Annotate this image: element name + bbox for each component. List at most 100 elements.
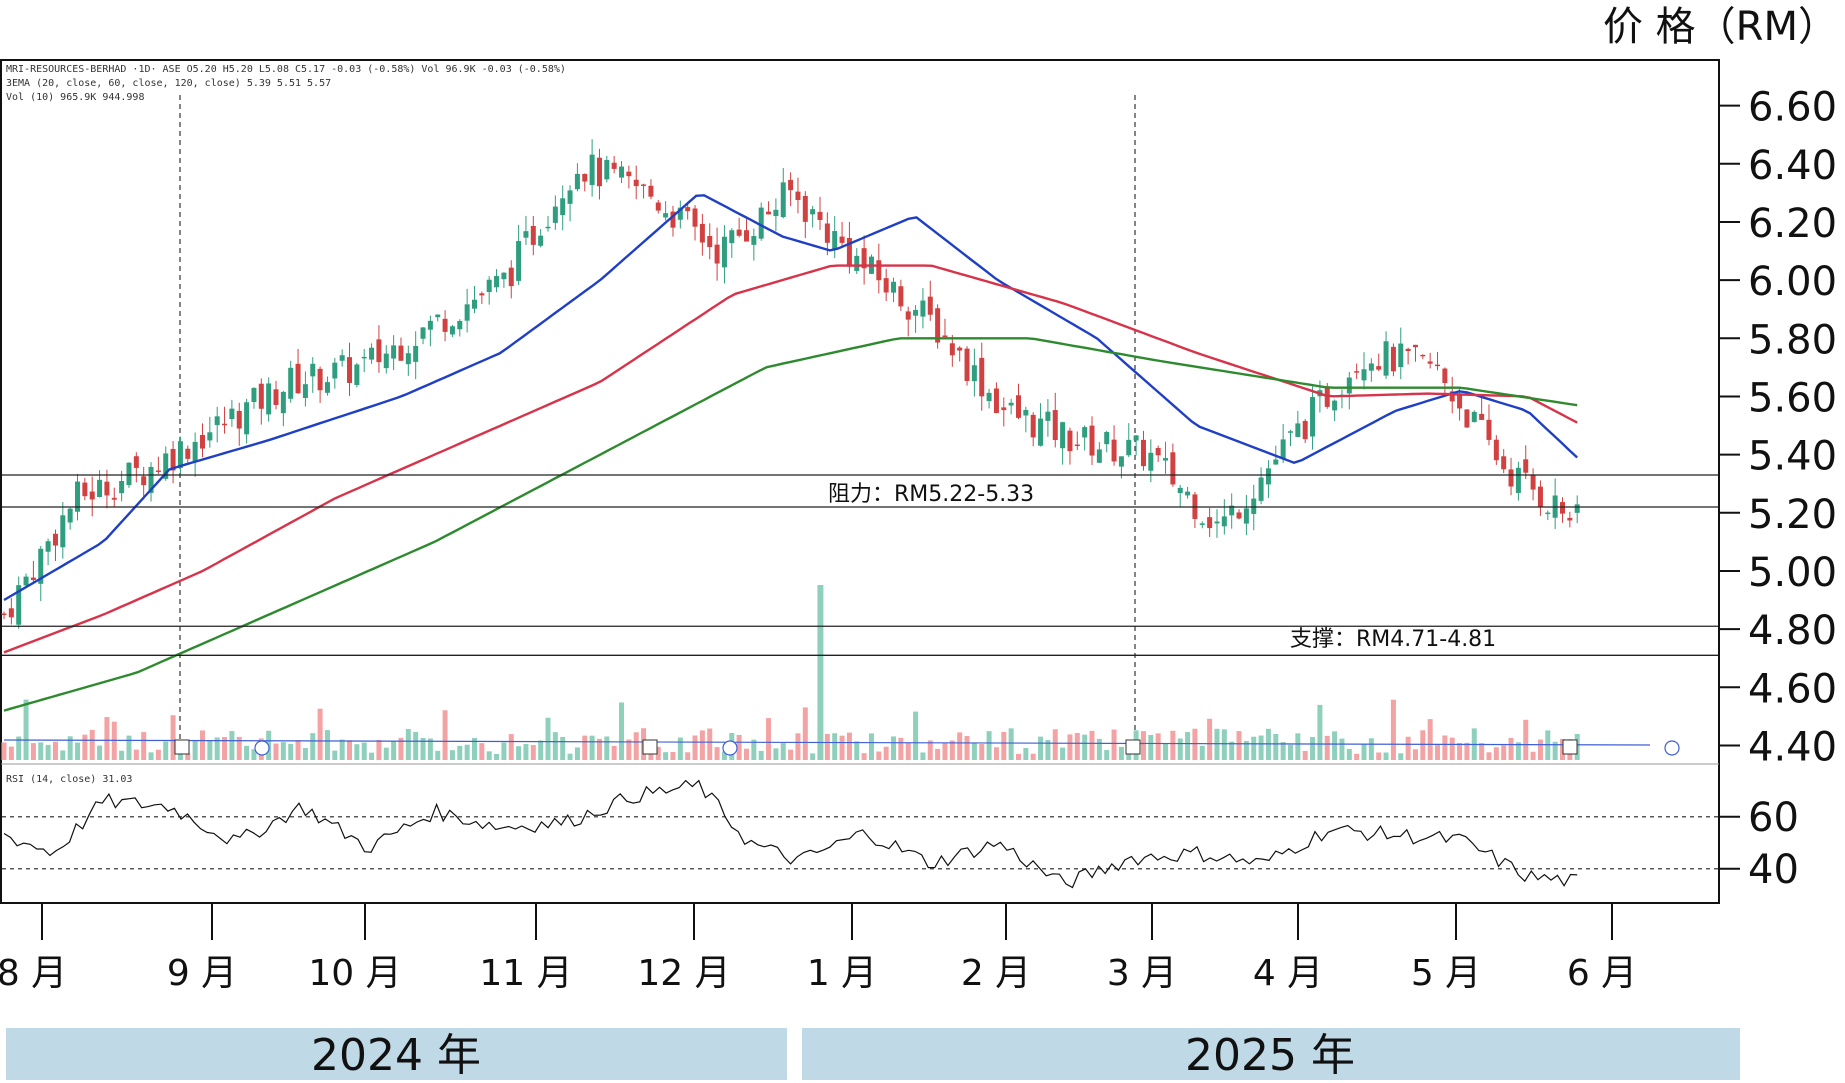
candle-body [16,585,22,625]
candle-body [898,286,904,307]
volume-bar [229,731,235,760]
candle-body [185,448,191,459]
candle-body [685,207,691,212]
volume-bar [611,745,617,760]
candle-body [1221,516,1227,527]
candle-body [82,482,88,497]
year-bar-2025 [802,1028,1740,1080]
candle-body [1096,449,1102,463]
candle-body [861,248,867,269]
volume-bar [420,737,426,760]
volume-ma-line [3,739,1651,746]
candle-body [266,383,272,415]
volume-bar [1236,731,1242,760]
candle-body [1185,491,1191,496]
volume-bar [170,715,176,760]
candle-body [883,278,889,293]
x-tick-label: 6 月 [1567,953,1637,994]
ema-line-1 [3,194,1579,602]
candle-body [1214,521,1220,524]
y-tick-label: 6.20 [1748,201,1837,247]
volume-bar [1258,735,1264,760]
volume-bar [1457,742,1463,760]
volume-bar [1493,747,1499,760]
volume-bar [1427,719,1433,760]
candle-body [229,408,235,420]
volume-bar [1376,752,1382,760]
volume-bar [993,747,999,760]
volume-bar [773,748,779,760]
candle-body [302,384,308,398]
candle-body [927,296,933,315]
y-tick-label: 5.40 [1748,434,1837,480]
candle-body [8,608,14,618]
volume-bar [949,740,955,760]
volume-bar [45,744,51,760]
volume-bar [1023,747,1029,760]
candle-body [1074,444,1080,447]
candle-body [324,382,330,393]
volume-bar [391,741,397,760]
candle-body [258,383,264,409]
candle-body [1148,452,1154,471]
y-tick-label: 6.60 [1748,85,1837,131]
x-tick-label: 2 月 [961,953,1031,994]
volume-bar [310,733,316,760]
candle-body [133,456,139,468]
volume-bar [1082,734,1088,760]
volume-bar [1361,744,1367,760]
volume-bar [758,750,764,760]
candle-body [832,231,838,250]
volume-bar [60,750,66,760]
candle-body [788,179,794,191]
volume-bar [427,738,433,760]
candle-body [692,208,698,227]
volume-bar [1398,753,1404,760]
x-tick-label: 4 月 [1253,953,1323,994]
candle-body [1287,431,1293,433]
candle-body [986,392,992,402]
candle-body [457,320,463,330]
volume-bar [839,735,845,760]
volume-bar [1243,741,1249,760]
candle-body [1280,439,1286,459]
candle-body [1302,420,1308,440]
candle-body [1346,377,1352,394]
candle-body [199,434,205,449]
volume-bar [508,734,514,760]
volume-bar [1177,738,1183,760]
volume-bar [199,730,205,760]
candle-body [1236,512,1242,519]
candle-body [699,223,705,243]
candle-body [1089,425,1095,456]
candle-body [1273,459,1279,465]
dividend-marker [1664,740,1680,756]
candle-body [1383,341,1389,376]
volume-bar [714,747,720,760]
volume-bar [449,750,455,760]
volume-bar [75,742,81,760]
candle-body [876,260,882,281]
volume-bar [1207,718,1213,760]
volume-bar [1287,744,1293,760]
volume-bar [1479,743,1485,760]
candle-body [1324,387,1330,407]
rsi-line [3,779,1578,889]
volume-bar [1229,741,1235,760]
volume-bar [501,742,507,760]
ema-line-3 [3,337,1578,712]
candle-body [582,173,588,182]
candle-body [1052,410,1058,441]
candle-body [1537,486,1543,507]
candle-body [1170,452,1176,485]
candle-body [589,154,595,185]
candle-body [89,491,95,500]
volume-bar [743,748,749,760]
candle-body [964,348,970,381]
volume-bar [126,735,132,760]
volume-bar [8,746,14,760]
candle-body [1493,439,1499,461]
y-tick-label: 4.60 [1748,666,1837,712]
candle-body [111,497,117,500]
candle-body [773,209,779,217]
